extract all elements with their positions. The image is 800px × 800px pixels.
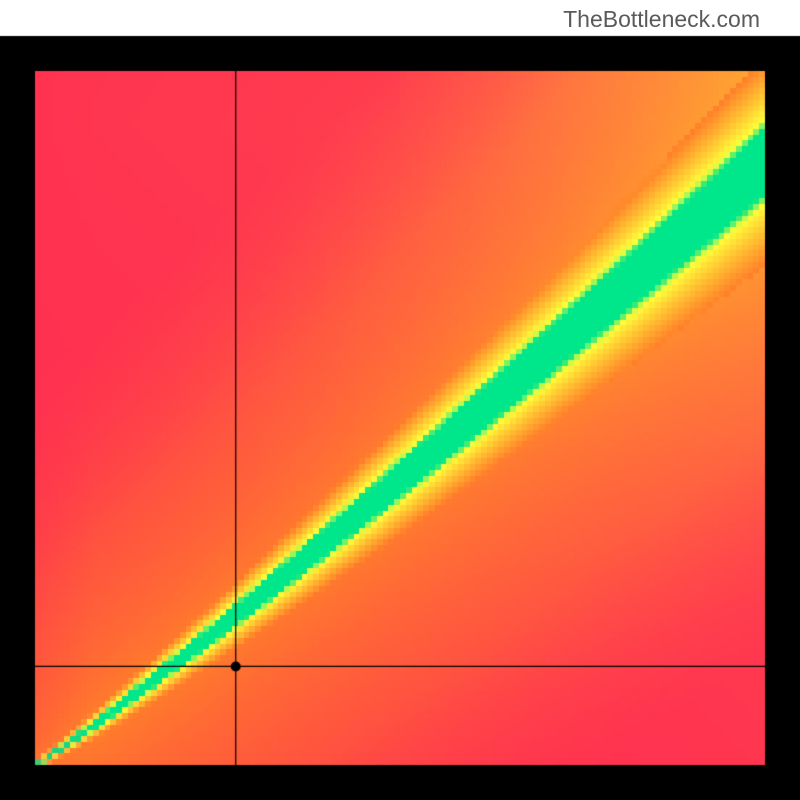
attribution-text: TheBottleneck.com <box>563 6 760 33</box>
bottleneck-heatmap <box>0 0 800 800</box>
